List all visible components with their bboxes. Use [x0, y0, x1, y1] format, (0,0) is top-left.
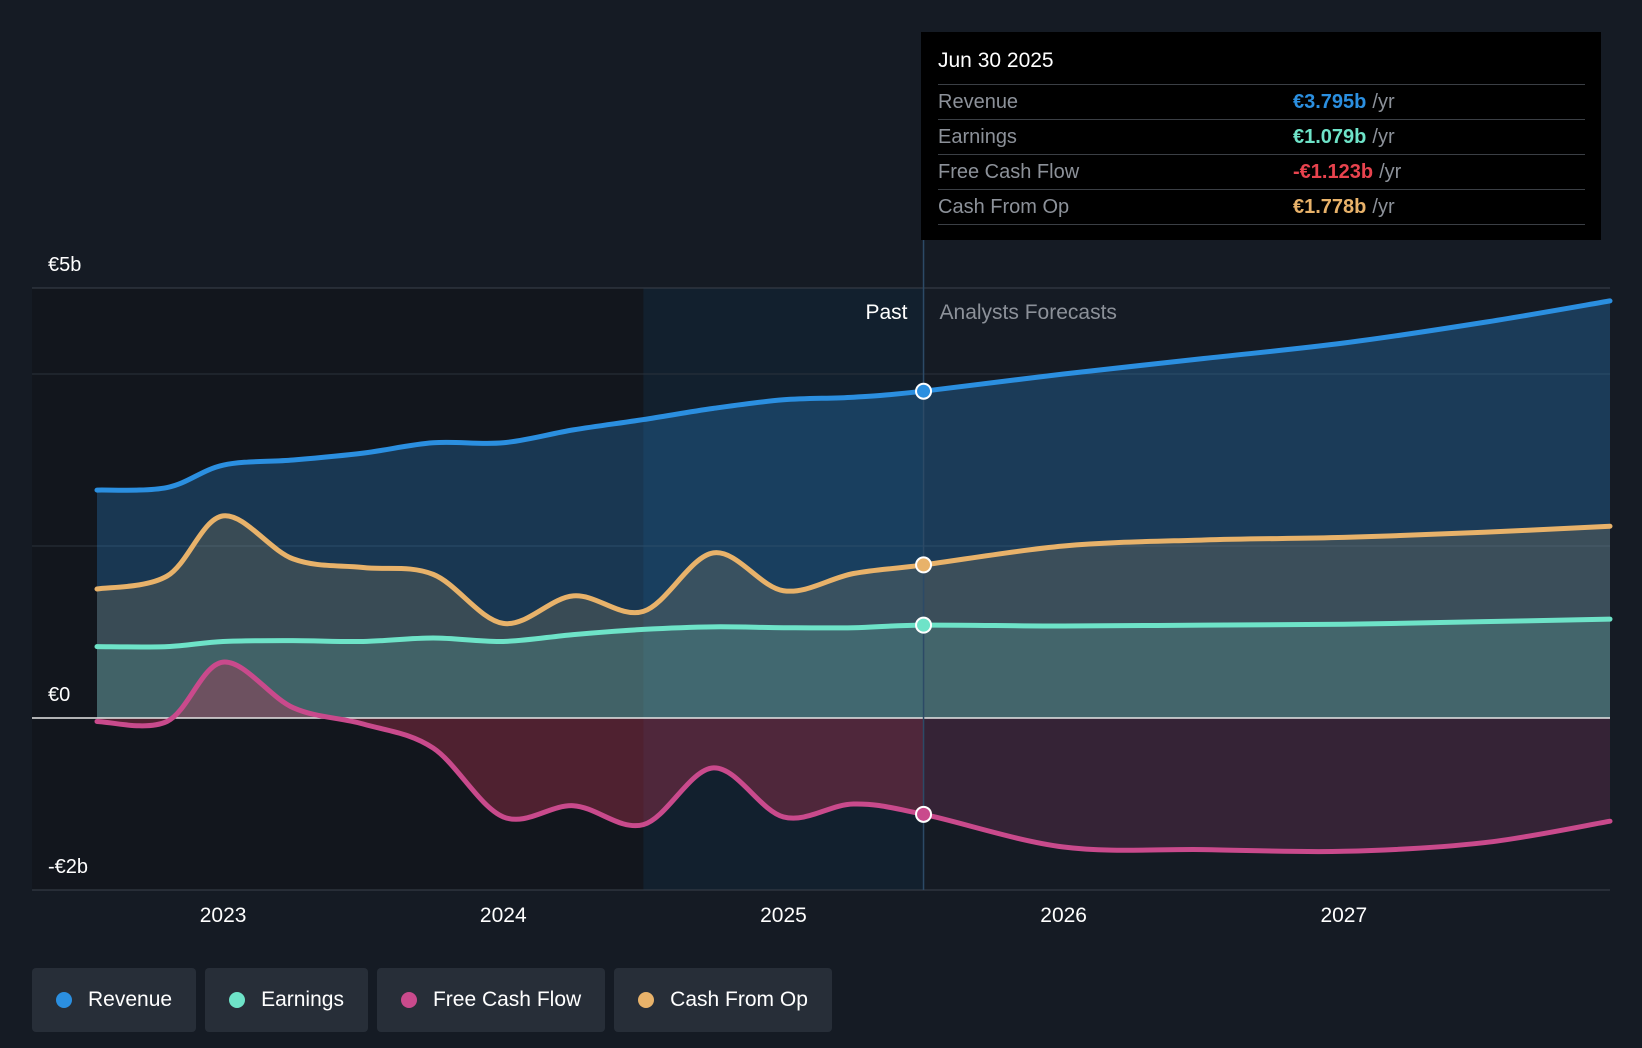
legend-item-cash-from-op[interactable]: Cash From Op: [614, 968, 832, 1032]
legend-item-earnings[interactable]: Earnings: [205, 968, 368, 1032]
legend: Revenue Earnings Free Cash Flow Cash Fro…: [32, 968, 841, 1032]
free-cash-flow-dot-icon: [400, 992, 417, 1008]
tooltip-row-cash-from-op: Cash From Op €1.778b /yr: [938, 190, 1585, 225]
legend-item-free-cash-flow[interactable]: Free Cash Flow: [376, 968, 606, 1032]
x-tick-label: 2027: [1320, 904, 1367, 927]
tooltip-value: €1.079b: [1293, 126, 1367, 148]
tooltip-label: Free Cash Flow: [938, 161, 1080, 183]
y-tick-label: €5b: [48, 254, 81, 276]
tooltip-row-free-cash-flow: Free Cash Flow -€1.123b /yr: [938, 155, 1585, 190]
area-earnings: [97, 619, 1610, 718]
marker-revenue: [915, 382, 933, 400]
area-free-cash-flow: [97, 661, 1610, 852]
tooltip-label: Cash From Op: [938, 196, 1070, 218]
tooltip-unit: /yr: [1379, 161, 1402, 183]
x-tick-label: 2025: [760, 904, 807, 927]
tooltip-row-revenue: Revenue €3.795b /yr: [938, 85, 1585, 120]
x-tick-label: 2026: [1040, 904, 1087, 927]
y-tick-label: -€2b: [48, 856, 88, 878]
area-cash-from-op: [97, 515, 1610, 718]
tooltip-unit: /yr: [1372, 126, 1395, 148]
series-line-cash-from-op: [94, 513, 1613, 627]
cash-from-op-dot-icon: [638, 992, 655, 1008]
tooltip-row-earnings: Earnings €1.079b /yr: [938, 120, 1585, 155]
area-fcf-negative: [97, 661, 924, 826]
legend-label: Earnings: [261, 988, 344, 1011]
legend-item-revenue[interactable]: Revenue: [32, 968, 197, 1032]
area-revenue: [97, 300, 1610, 718]
tooltip-date: Jun 30 2025: [938, 46, 1585, 85]
past-label: Past: [866, 301, 908, 324]
tooltip-unit: /yr: [1372, 196, 1395, 218]
series-line-earnings: [94, 616, 1613, 650]
tooltip: Jun 30 2025 Revenue €3.795b /yr Earnings…: [921, 32, 1601, 240]
marker-free-cash-flow: [915, 805, 933, 823]
y-tick-label: €0: [48, 684, 70, 706]
tooltip-unit: /yr: [1372, 91, 1395, 113]
legend-label: Free Cash Flow: [432, 988, 582, 1011]
x-tick-label: 2024: [480, 904, 527, 927]
marker-earnings: [915, 616, 933, 634]
earnings-dot-icon: [229, 992, 246, 1008]
revenue-dot-icon: [56, 992, 72, 1008]
forecast-label: Analysts Forecasts: [940, 301, 1117, 324]
legend-label: Revenue: [88, 988, 173, 1011]
series-line-revenue: [94, 298, 1613, 493]
tooltip-label: Earnings: [938, 126, 1017, 148]
series-line-free-cash-flow: [94, 659, 1613, 855]
tooltip-value: €1.778b: [1293, 196, 1367, 218]
tooltip-value: €3.795b: [1293, 91, 1367, 113]
x-tick-label: 2023: [200, 904, 247, 927]
tooltip-label: Revenue: [938, 91, 1019, 113]
marker-cash-from-op: [915, 556, 933, 574]
tooltip-value: -€1.123b: [1293, 161, 1374, 183]
legend-label: Cash From Op: [670, 988, 808, 1011]
